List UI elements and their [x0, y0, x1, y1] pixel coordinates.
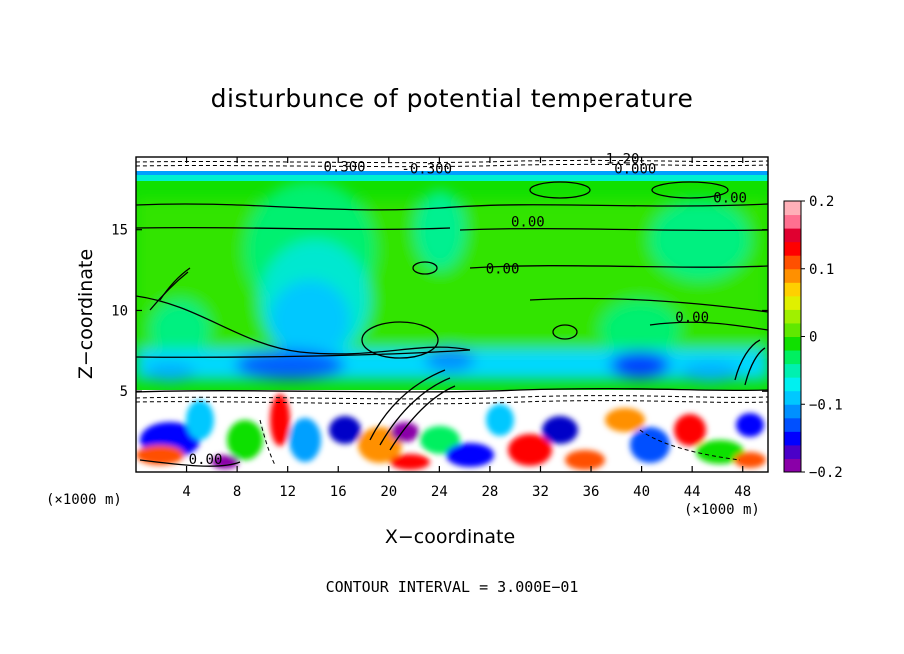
contour-label: 0.000: [614, 161, 656, 177]
colorbar-tick-label: 0: [809, 330, 817, 346]
colorbar-swatch: [784, 458, 801, 473]
x-tick-label: 20: [380, 484, 397, 500]
colorbar-swatch: [784, 390, 801, 405]
colorbar-swatch: [784, 431, 801, 446]
x-tick-label: 40: [633, 484, 650, 500]
z-axis-ticks: 5 10 15: [111, 223, 768, 400]
colorbar-swatch: [784, 322, 801, 337]
x-tick-label: 44: [684, 484, 701, 500]
colorbar-swatch: [784, 363, 801, 378]
colorbar-swatch: [784, 201, 801, 216]
colorbar-swatch: [784, 336, 801, 351]
heatmap-field: [136, 157, 768, 472]
field-shading: [136, 180, 768, 382]
colorbar-swatch: [784, 309, 801, 324]
contour-lines: [136, 181, 768, 467]
z-tick-label: 10: [111, 303, 128, 319]
contour-label: 0.00: [511, 215, 545, 231]
colorbar-swatch: [784, 282, 801, 297]
colorbar: 0.2 0.1 0 −0.1 −0.2: [783, 194, 843, 481]
contour-interval-note: CONTOUR INTERVAL = 3.000E−01: [325, 578, 579, 596]
colorbar-tick-label: 0.2: [809, 194, 834, 210]
contour-label: 0.00: [189, 452, 223, 468]
top-stripe-2: [136, 175, 768, 181]
x-tick-label: 48: [734, 484, 751, 500]
x-tick-label: 16: [330, 484, 347, 500]
z-tick-label: 5: [120, 384, 128, 400]
colorbar-swatch: [784, 377, 801, 392]
contour-label: 0.300: [323, 160, 365, 176]
colorbar-swatch: [784, 417, 801, 432]
z-unit-label: (×1000 m): [46, 492, 122, 508]
contour-label: -0.300: [401, 161, 452, 177]
colorbar-swatch: [784, 228, 801, 243]
contour-label: 0.00: [675, 310, 709, 326]
top-layer: [136, 157, 768, 171]
x-tick-label: 4: [182, 484, 190, 500]
x-tick-label: 32: [532, 484, 549, 500]
top-stripe: [136, 171, 768, 175]
chart-title: disturbunce of potential temperature: [210, 84, 694, 113]
colorbar-swatch: [784, 404, 801, 419]
colorbar-swatch: [784, 241, 801, 256]
colorbar-tick-label: −0.1: [809, 397, 843, 413]
x-axis-label: X−coordinate: [384, 526, 516, 548]
contour-label: 1.20: [606, 152, 640, 168]
z-tick-label: 15: [111, 223, 128, 239]
colorbar-swatch: [784, 295, 801, 310]
x-tick-label: 28: [481, 484, 498, 500]
x-axis-ticks: 4 8 12 16 20 24 28 32 36 40 44 48: [182, 157, 751, 500]
colorbar-swatch: [784, 268, 801, 283]
colorbar-swatch: [784, 214, 801, 229]
colorbar-swatch: [784, 255, 801, 270]
x-unit-label: (×1000 m): [684, 502, 760, 518]
contour-label: 0.00: [713, 190, 747, 206]
contour-label: 0.00: [486, 261, 520, 277]
x-tick-label: 8: [233, 484, 241, 500]
colorbar-swatch: [784, 350, 801, 365]
colorbar-swatch: [784, 444, 801, 459]
x-tick-label: 24: [431, 484, 448, 500]
colorbar-tick-label: −0.2: [809, 465, 843, 481]
x-tick-label: 12: [279, 484, 296, 500]
negative-contours: [136, 159, 768, 466]
colorbar-tick-label: 0.1: [809, 262, 834, 278]
plot-frame: [135, 156, 769, 473]
x-tick-label: 36: [583, 484, 600, 500]
